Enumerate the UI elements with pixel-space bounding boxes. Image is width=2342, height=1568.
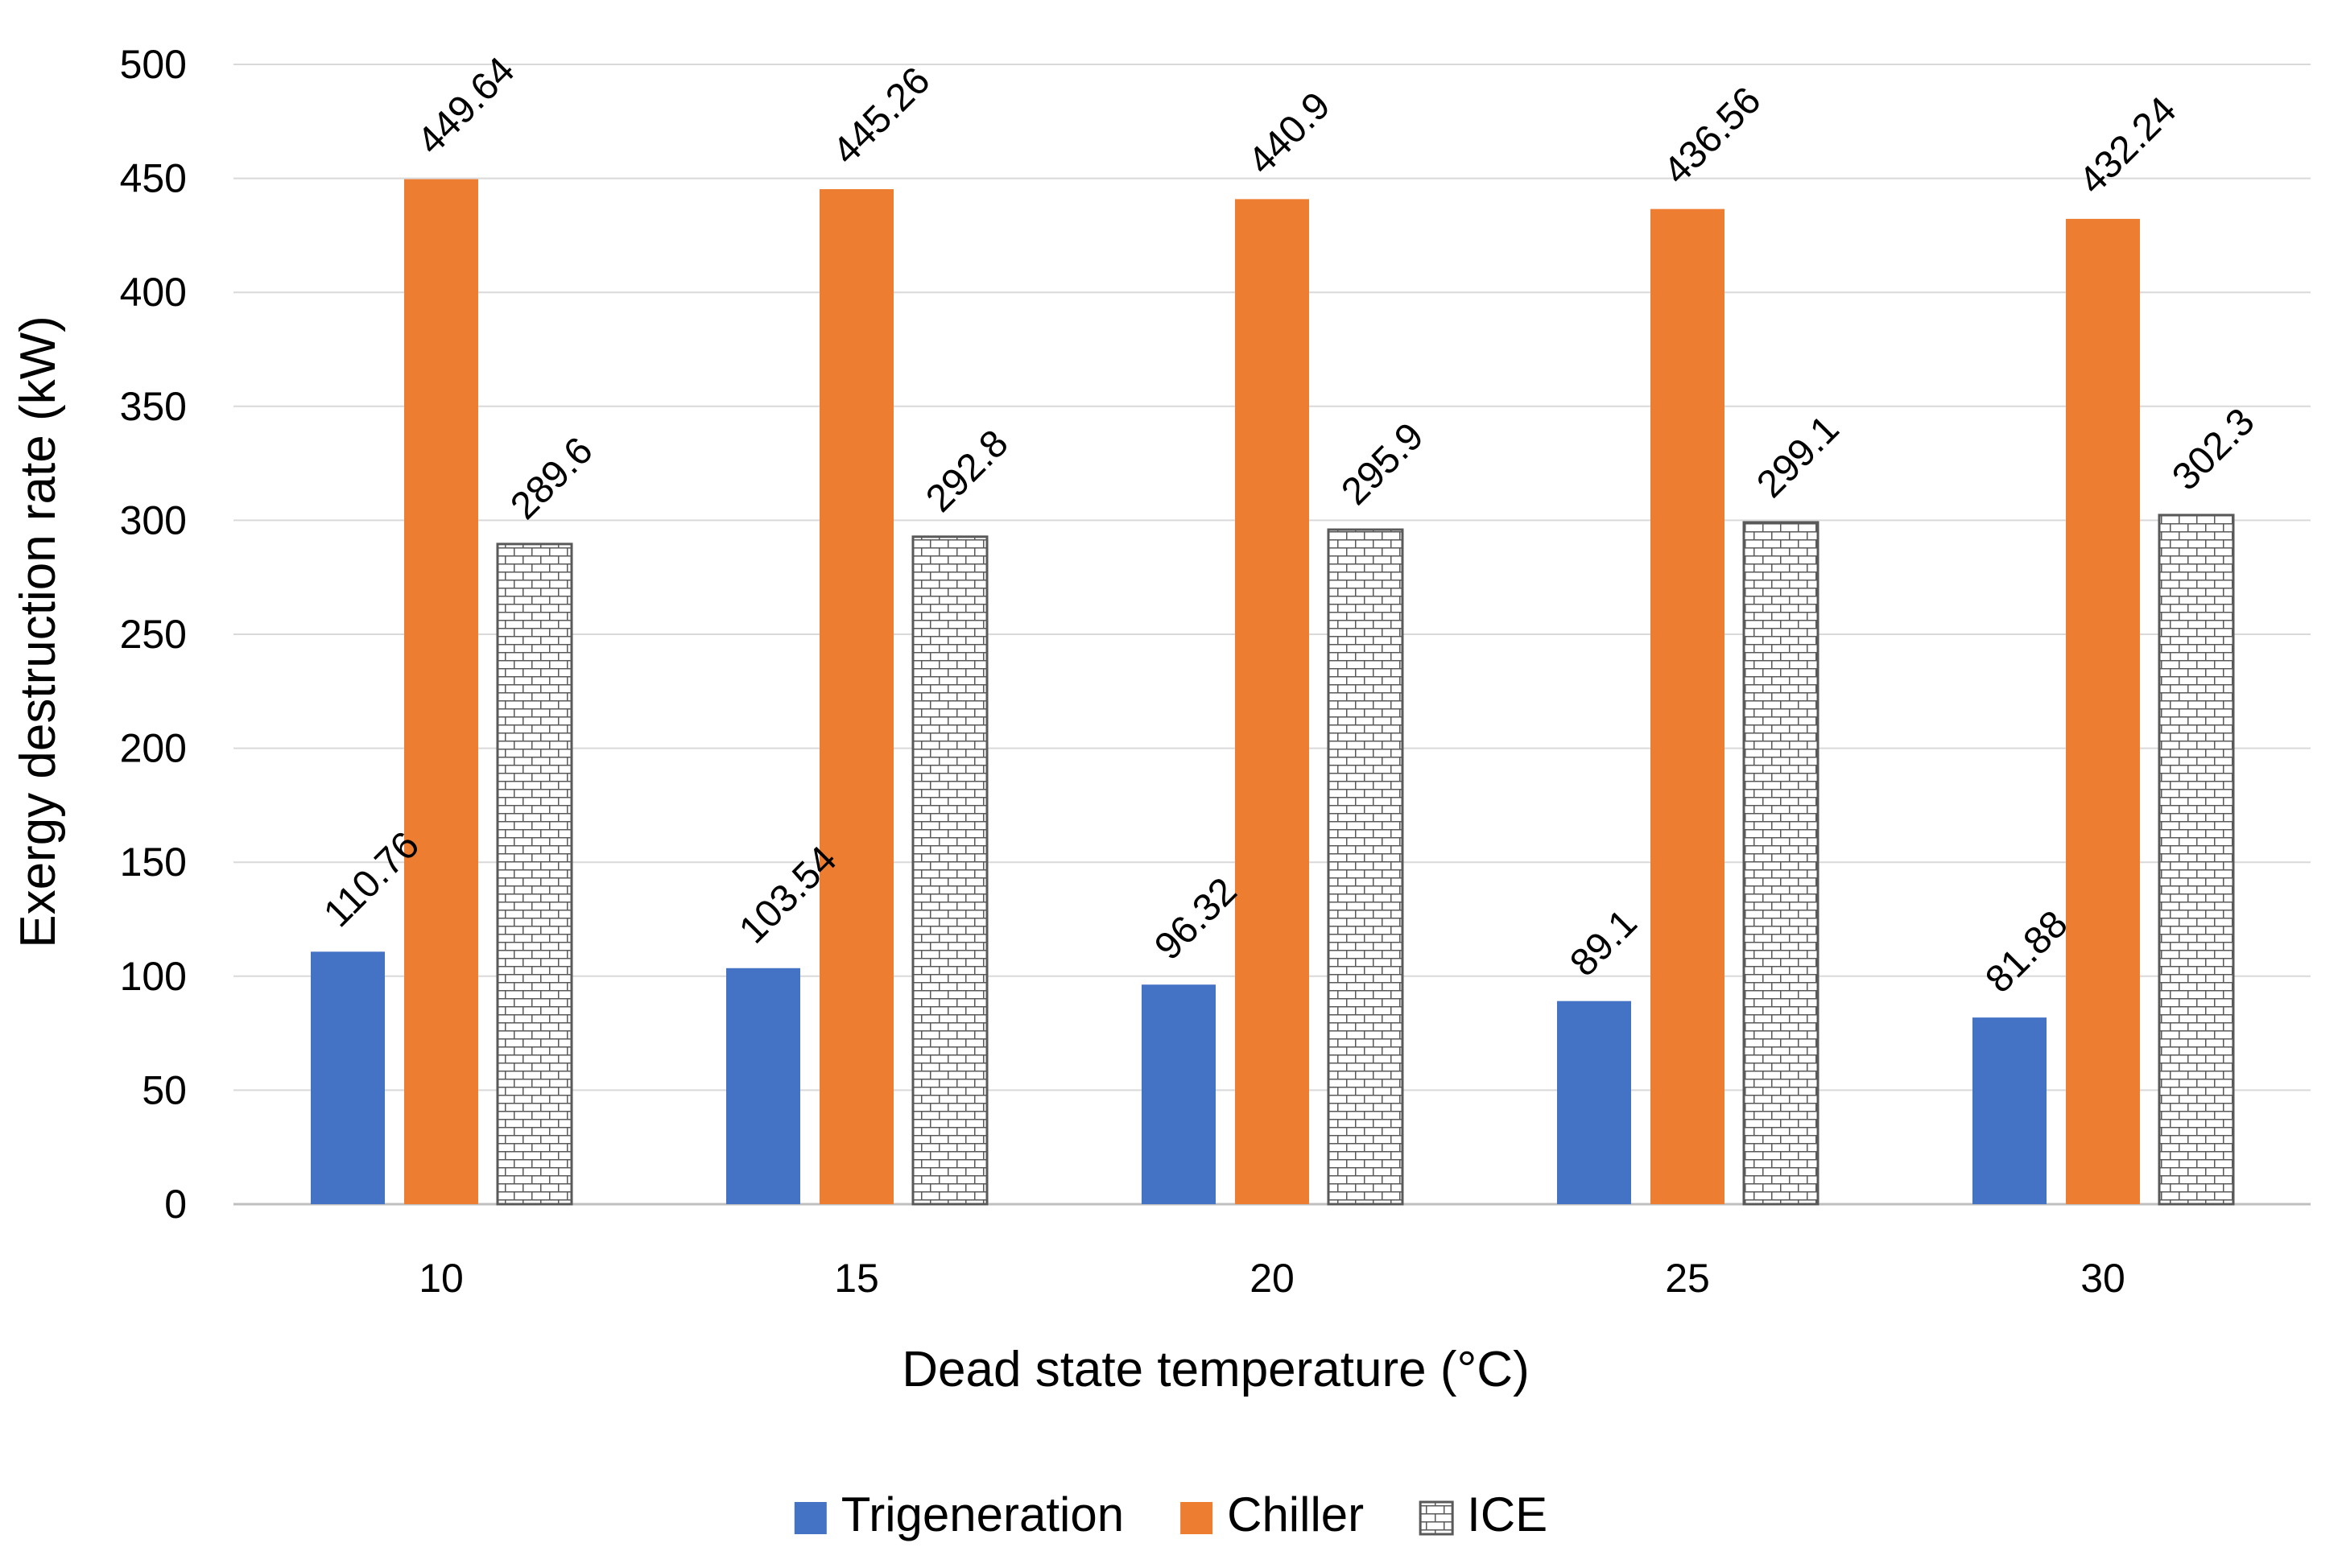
data-label-trigeneration-20: 96.32: [1146, 870, 1245, 968]
legend-label-chiller: Chiller: [1227, 1488, 1364, 1541]
y-tick-label-300: 300: [120, 497, 187, 543]
x-axis-title: Dead state temperature (°C): [902, 1342, 1529, 1397]
y-tick-label-500: 500: [120, 42, 187, 87]
bar-ice-25: [1742, 521, 1819, 1206]
bar-trigeneration-20: [1142, 984, 1216, 1204]
data-label-trigeneration-25: 89.1: [1562, 902, 1646, 985]
bar-chiller-25: [1650, 208, 1724, 1204]
y-axis-ticks: 0 50 100 150 200 250 300 350 400 450 500: [120, 42, 187, 1227]
y-tick-label-150: 150: [120, 840, 187, 885]
x-tick-label-25: 25: [1665, 1256, 1710, 1301]
legend-swatch-ice: [1419, 1500, 1454, 1536]
bar-ice-30: [2158, 514, 2235, 1206]
x-tick-label-30: 30: [2080, 1256, 2125, 1301]
data-label-ice-20: 295.9: [1333, 415, 1431, 513]
bar-trigeneration-30: [1972, 1017, 2047, 1204]
data-label-chiller-30: 432.24: [2071, 89, 2184, 202]
bar-ice-15: [911, 535, 989, 1206]
y-tick-label-400: 400: [120, 270, 187, 315]
bar-chiller-15: [820, 189, 894, 1204]
bar-trigeneration-25: [1557, 1001, 1631, 1204]
legend-label-ice: ICE: [1467, 1488, 1547, 1541]
data-label-ice-10: 289.6: [502, 429, 601, 527]
data-label-chiller-25: 436.56: [1655, 79, 1769, 192]
bar-ice-20: [1327, 528, 1404, 1206]
bar-ice-10: [496, 543, 573, 1206]
y-tick-label-450: 450: [120, 156, 187, 201]
data-label-ice-30: 302.3: [2164, 400, 2262, 498]
bar-chiller-20: [1235, 199, 1309, 1204]
bar-chiller-30: [2066, 218, 2140, 1204]
data-label-ice-25: 299.1: [1749, 407, 1847, 505]
bars: [311, 179, 2235, 1206]
data-label-ice-15: 292.8: [918, 422, 1016, 520]
y-tick-label-50: 50: [142, 1067, 187, 1112]
legend-label-trigeneration: Trigeneration: [841, 1488, 1124, 1541]
bar-trigeneration-15: [726, 968, 800, 1204]
x-axis-ticks: 10 15 20 25 30: [419, 1256, 2125, 1301]
legend-swatch-chiller: [1180, 1502, 1213, 1534]
y-tick-label-0: 0: [164, 1182, 187, 1227]
legend-swatch-trigeneration: [794, 1502, 827, 1534]
legend: Trigeneration Chiller ICE: [794, 1488, 1547, 1541]
y-tick-label-350: 350: [120, 384, 187, 429]
data-label-chiller-10: 449.64: [409, 49, 523, 163]
x-tick-label-20: 20: [1249, 1256, 1295, 1301]
y-tick-label-100: 100: [120, 954, 187, 999]
y-tick-label-200: 200: [120, 726, 187, 771]
x-tick-label-15: 15: [834, 1256, 879, 1301]
data-label-chiller-20: 440.9: [1240, 85, 1338, 183]
x-tick-label-10: 10: [419, 1256, 464, 1301]
y-tick-label-250: 250: [120, 612, 187, 657]
y-axis-title: Exergy destruction rate (kW): [10, 316, 66, 948]
data-label-trigeneration-30: 81.88: [1977, 902, 2076, 1001]
bar-trigeneration-10: [311, 951, 385, 1204]
bar-chiller-10: [404, 179, 478, 1205]
data-label-chiller-15: 445.26: [824, 60, 938, 173]
